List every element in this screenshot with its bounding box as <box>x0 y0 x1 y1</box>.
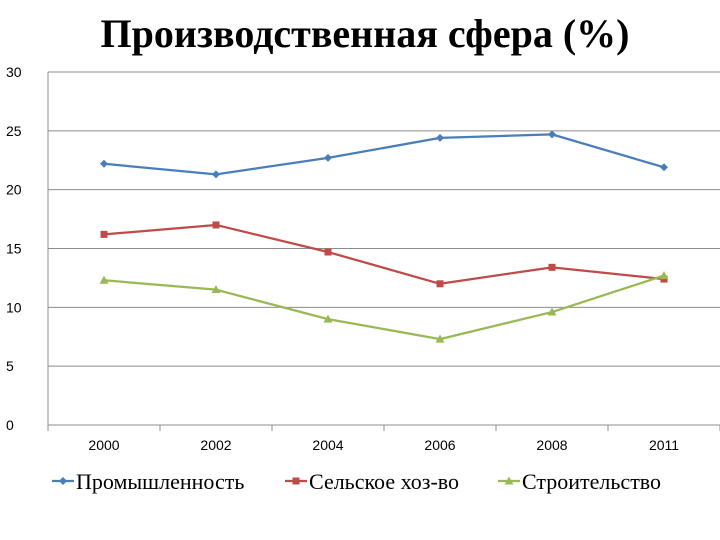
series-line <box>103 223 665 285</box>
data-point <box>100 159 108 168</box>
data-point <box>436 133 444 142</box>
x-tick-label: 2011 <box>649 437 679 453</box>
x-tick-label: 2006 <box>424 437 455 453</box>
x-tick-label: 2004 <box>312 437 343 453</box>
axes <box>47 72 720 431</box>
x-tick-label: 2000 <box>88 437 119 453</box>
legend: Промышленность Сельское хоз-во Строительст… <box>52 469 661 494</box>
legend-marker <box>59 477 67 485</box>
data-point <box>547 307 557 316</box>
y-tick-labels: 0 5 10 15 20 25 30 <box>6 64 22 433</box>
legend-label: Сельское хоз-во <box>309 469 459 494</box>
data-point <box>435 334 445 343</box>
x-tick-label: 2008 <box>536 437 567 453</box>
y-tick-label: 0 <box>6 417 14 433</box>
y-tick-label: 20 <box>6 182 22 198</box>
y-tick-label: 30 <box>6 64 22 80</box>
series-0 <box>100 130 668 179</box>
y-tick-label: 15 <box>6 241 22 257</box>
x-tick-labels: 2000 2002 2004 2006 2008 2011 <box>88 437 679 453</box>
legend-label: Промышленность <box>76 469 244 494</box>
data-point <box>660 275 668 283</box>
series-line <box>103 133 665 176</box>
legend-item: Строительство <box>498 469 661 494</box>
data-point <box>660 163 668 172</box>
series-group <box>99 130 669 343</box>
data-point <box>324 153 332 162</box>
data-point <box>100 230 108 238</box>
data-point <box>548 130 556 139</box>
data-point <box>659 271 669 280</box>
y-tick-label: 5 <box>6 358 14 374</box>
data-point <box>323 314 333 323</box>
series-1 <box>100 221 668 288</box>
data-point <box>324 248 332 256</box>
data-point <box>211 285 221 294</box>
data-point <box>99 275 109 284</box>
legend-label: Строительство <box>522 469 661 494</box>
gridlines <box>48 71 720 426</box>
data-point <box>436 280 444 288</box>
y-tick-label: 25 <box>6 123 22 139</box>
data-point <box>212 170 220 179</box>
chart-title: Производственная сфера (%) <box>100 11 630 56</box>
series-line <box>103 274 665 341</box>
data-point <box>548 263 556 271</box>
legend-item: Сельское хоз-во <box>285 469 459 494</box>
legend-item: Промышленность <box>52 469 244 494</box>
legend-marker <box>292 477 300 485</box>
legend-marker <box>504 476 514 485</box>
y-tick-label: 10 <box>6 299 22 315</box>
series-2 <box>99 271 669 343</box>
x-tick-label: 2002 <box>200 437 231 453</box>
data-point <box>212 221 220 229</box>
